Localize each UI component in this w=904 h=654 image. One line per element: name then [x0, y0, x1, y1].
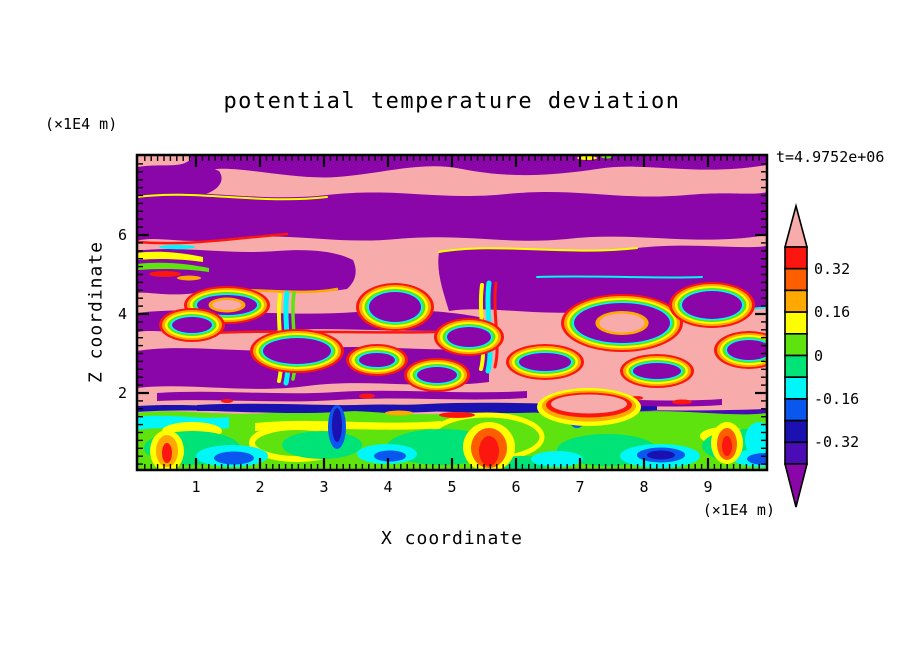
colorbar-under-arrow: [783, 463, 809, 508]
colorbar-box: [784, 267, 808, 292]
x-tick-label: 7: [575, 478, 585, 496]
colorbar-box: [784, 419, 808, 444]
colorbar-box: [784, 311, 808, 335]
chart-title: potential temperature deviation: [223, 89, 681, 114]
x-tick-label: 2: [255, 478, 265, 496]
colorbar-tick-label: -0.16: [814, 389, 860, 408]
colorbar-box: [784, 246, 808, 270]
colorbar-box: [784, 398, 808, 422]
x-axis-title: X coordinate: [380, 528, 524, 549]
x-tick-label: 4: [383, 478, 393, 496]
z-axis-unit-label: (×1E4 m): [45, 115, 118, 133]
x-tick-label: 5: [447, 478, 457, 496]
colorbar-tick-label: -0.32: [814, 433, 860, 452]
colorbar-box: [784, 441, 808, 465]
colorbar-tick-label: 0.32: [814, 259, 851, 278]
z-tick-label: 6: [117, 226, 127, 244]
x-tick-label: 6: [511, 478, 521, 496]
colorbar-tick-label: 0: [814, 346, 824, 365]
colorbar-box: [784, 376, 808, 400]
x-tick-label: 1: [191, 478, 201, 496]
z-tick-label: 4: [117, 305, 127, 323]
x-tick-label: 9: [703, 478, 713, 496]
colorbar: [783, 202, 809, 508]
colorbar-box: [784, 332, 808, 357]
x-tick-label: 8: [639, 478, 649, 496]
plot-border: [135, 153, 769, 472]
colorbar-box: [784, 289, 808, 313]
colorbar-over-arrow: [783, 202, 809, 248]
x-axis-unit-label: (×1E4 m): [702, 501, 775, 519]
z-tick-label: 2: [117, 384, 127, 402]
axis-ticks: [138, 156, 766, 469]
contour-field: [137, 155, 767, 470]
colorbar-box: [784, 354, 808, 379]
x-tick-label: 3: [319, 478, 329, 496]
colorbar-tick-label: 0.16: [814, 303, 851, 322]
timestamp-label: t=4.9752e+06: [776, 148, 885, 166]
